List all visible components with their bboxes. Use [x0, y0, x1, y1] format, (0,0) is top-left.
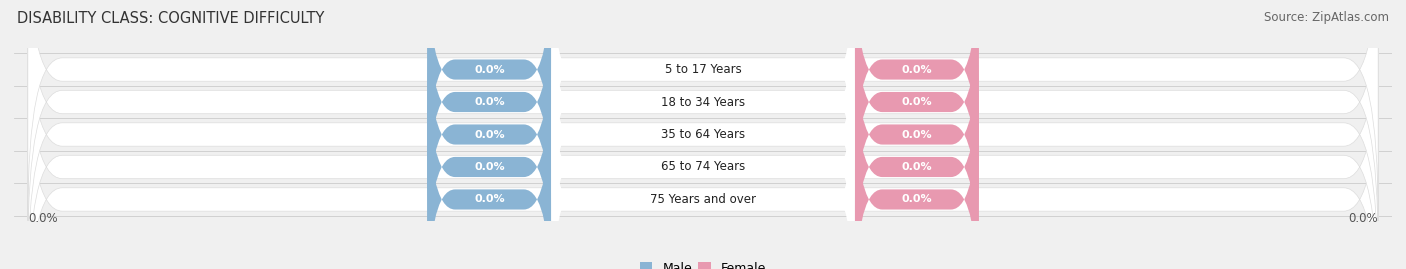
FancyBboxPatch shape: [551, 15, 855, 254]
FancyBboxPatch shape: [28, 0, 1378, 253]
Text: 0.0%: 0.0%: [474, 129, 505, 140]
Text: 35 to 64 Years: 35 to 64 Years: [661, 128, 745, 141]
FancyBboxPatch shape: [427, 80, 551, 269]
FancyBboxPatch shape: [855, 47, 979, 269]
Text: Source: ZipAtlas.com: Source: ZipAtlas.com: [1264, 11, 1389, 24]
FancyBboxPatch shape: [28, 0, 1378, 269]
FancyBboxPatch shape: [551, 0, 855, 189]
Text: 0.0%: 0.0%: [28, 212, 58, 225]
Text: 0.0%: 0.0%: [474, 162, 505, 172]
Text: DISABILITY CLASS: COGNITIVE DIFFICULTY: DISABILITY CLASS: COGNITIVE DIFFICULTY: [17, 11, 325, 26]
Text: 18 to 34 Years: 18 to 34 Years: [661, 95, 745, 108]
FancyBboxPatch shape: [28, 49, 1378, 269]
Text: 0.0%: 0.0%: [901, 194, 932, 204]
FancyBboxPatch shape: [855, 0, 979, 222]
FancyBboxPatch shape: [855, 80, 979, 269]
Text: 0.0%: 0.0%: [474, 97, 505, 107]
Text: 0.0%: 0.0%: [474, 194, 505, 204]
Text: 0.0%: 0.0%: [901, 97, 932, 107]
Text: 0.0%: 0.0%: [901, 65, 932, 75]
FancyBboxPatch shape: [551, 80, 855, 269]
FancyBboxPatch shape: [28, 0, 1378, 220]
Legend: Male, Female: Male, Female: [636, 257, 770, 269]
Text: 75 Years and over: 75 Years and over: [650, 193, 756, 206]
Text: 0.0%: 0.0%: [1348, 212, 1378, 225]
Text: 0.0%: 0.0%: [901, 162, 932, 172]
Text: 5 to 17 Years: 5 to 17 Years: [665, 63, 741, 76]
FancyBboxPatch shape: [427, 47, 551, 269]
FancyBboxPatch shape: [28, 16, 1378, 269]
FancyBboxPatch shape: [427, 0, 551, 222]
FancyBboxPatch shape: [855, 0, 979, 189]
Text: 65 to 74 Years: 65 to 74 Years: [661, 161, 745, 174]
FancyBboxPatch shape: [427, 15, 551, 254]
FancyBboxPatch shape: [551, 47, 855, 269]
FancyBboxPatch shape: [427, 0, 551, 189]
Text: 0.0%: 0.0%: [901, 129, 932, 140]
FancyBboxPatch shape: [551, 0, 855, 222]
Text: 0.0%: 0.0%: [474, 65, 505, 75]
FancyBboxPatch shape: [855, 15, 979, 254]
